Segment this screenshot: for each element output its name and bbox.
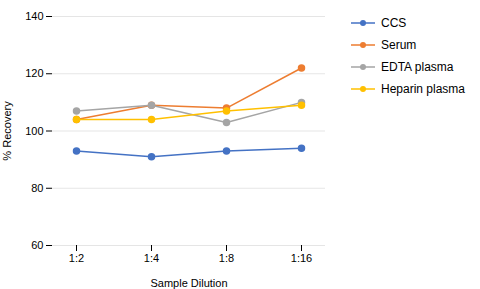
- svg-text:60: 60: [31, 239, 43, 251]
- svg-text:% Recovery: % Recovery: [1, 101, 13, 161]
- svg-text:1:16: 1:16: [291, 252, 312, 264]
- svg-text:120: 120: [25, 67, 43, 79]
- svg-text:1:8: 1:8: [219, 252, 234, 264]
- svg-text:80: 80: [31, 182, 43, 194]
- html-text:EDTA plasma: EDTA plasma: [381, 60, 454, 74]
- svg-text:1:4: 1:4: [144, 252, 159, 264]
- svg-text:1:2: 1:2: [69, 252, 84, 264]
- svg-text:Sample Dilution: Sample Dilution: [150, 277, 227, 289]
- svg-text:100: 100: [25, 125, 43, 137]
- html-text:Heparin plasma: Heparin plasma: [381, 82, 465, 96]
- html-text:CCS: CCS: [381, 16, 407, 30]
- svg-text:140: 140: [25, 10, 43, 22]
- html-text:Serum: Serum: [381, 38, 417, 52]
